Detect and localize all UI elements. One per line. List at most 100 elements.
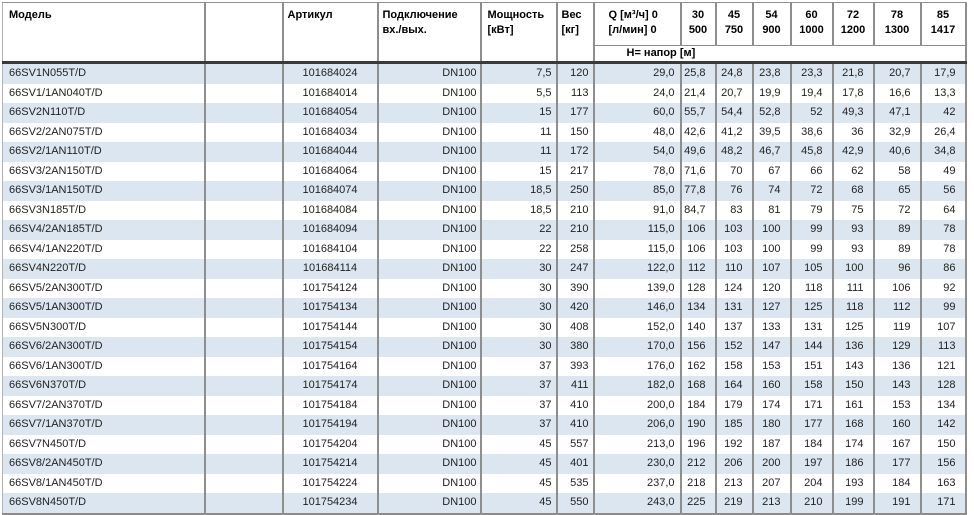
connection-cell: DN100 <box>377 337 482 357</box>
head-cell-4: 118 <box>832 298 875 318</box>
head-cell-4: 161 <box>832 395 875 415</box>
head-cell-2: 100 <box>752 239 792 259</box>
connection-label-line1: Подключение <box>382 9 458 21</box>
article-cell: 101754174 <box>282 376 379 396</box>
q0-cell: 139,0 <box>593 278 682 298</box>
head-cell-3: 99 <box>790 239 834 259</box>
head-cell-4: 100 <box>832 259 875 279</box>
model-cell: 66SV6/2AN300T/D <box>2 337 206 357</box>
head-cell-2: 39,5 <box>752 122 792 142</box>
model-cell: 66SV8N450T/D <box>2 493 206 514</box>
blank-cell <box>204 278 284 298</box>
connection-cell: DN100 <box>377 239 482 259</box>
power-cell: 45 <box>480 454 558 474</box>
head-cell-2: 160 <box>752 376 792 396</box>
head-cell-3: 45,8 <box>790 142 834 162</box>
connection-cell: DN100 <box>377 317 482 337</box>
head-cell-0: 49,6 <box>680 142 717 162</box>
table-row: 66SV8N450T/D 101754234 DN100 45 550 243,0 225 2… <box>2 493 967 514</box>
head-cell-4: 75 <box>832 200 875 220</box>
head-cell-5: 89 <box>873 220 922 240</box>
head-cell-3: 52 <box>790 103 834 123</box>
head-cell-4: 36 <box>832 122 875 142</box>
power-cell: 30 <box>480 317 558 337</box>
blank-cell <box>204 161 284 181</box>
blank-cell <box>204 259 284 279</box>
model-cell: 66SV7/2AN370T/D <box>2 395 206 415</box>
head-cell-6: 121 <box>920 356 967 376</box>
q0-cell: 78,0 <box>593 161 682 181</box>
head-cell-4: 93 <box>832 239 875 259</box>
connection-cell: DN100 <box>377 356 482 376</box>
head-cell-4: 111 <box>832 278 875 298</box>
article-cell: 101684074 <box>282 181 379 201</box>
weight-cell: 113 <box>556 83 595 103</box>
weight-cell: 247 <box>556 259 595 279</box>
head-cell-3: 197 <box>790 454 834 474</box>
head-cell-5: 16,6 <box>873 83 922 103</box>
head-cell-3: 131 <box>790 317 834 337</box>
column-header-model-label: Модель <box>9 9 52 21</box>
head-cell-6: 99 <box>920 298 967 318</box>
table-row: 66SV2/2AN075T/D 101684034 DN100 11 150 48,0 42… <box>2 122 967 142</box>
flow-m3h-value: 78 <box>890 9 904 21</box>
blank-cell <box>204 62 284 84</box>
head-cell-4: 21,8 <box>832 62 875 84</box>
connection-cell: DN100 <box>377 493 482 514</box>
head-cell-0: 42,6 <box>680 122 717 142</box>
head-cell-1: 110 <box>715 259 754 279</box>
flow-lmin-value: 750 <box>724 24 744 36</box>
power-cell: 15 <box>480 161 558 181</box>
article-cell: 101754184 <box>282 395 379 415</box>
model-cell: 66SV2/1AN110T/D <box>2 142 206 162</box>
article-cell: 101684024 <box>282 62 379 84</box>
head-cell-1: 213 <box>715 473 754 493</box>
connection-cell: DN100 <box>377 62 482 84</box>
flow-column-header-6: 85 1417 <box>920 2 967 46</box>
weight-cell: 217 <box>556 161 595 181</box>
power-cell: 37 <box>480 395 558 415</box>
table-row: 66SV8/1AN450T/D 101754224 DN100 45 535 237,0 2… <box>2 473 967 493</box>
model-cell: 66SV7N450T/D <box>2 434 206 454</box>
table-row: 66SV7N450T/D 101754204 DN100 45 557 213,0 196 1… <box>2 434 967 454</box>
q0-cell: 200,0 <box>593 395 682 415</box>
q0-cell: 91,0 <box>593 200 682 220</box>
model-cell: 66SV3N185T/D <box>2 200 206 220</box>
head-cell-4: 199 <box>832 493 875 514</box>
q0-cell: 230,0 <box>593 454 682 474</box>
connection-cell: DN100 <box>377 434 482 454</box>
connection-cell: DN100 <box>377 200 482 220</box>
head-cell-5: 136 <box>873 356 922 376</box>
blank-cell <box>204 395 284 415</box>
head-cell-4: 193 <box>832 473 875 493</box>
q-label-line2: [л/мин] 0 <box>608 24 657 36</box>
q0-cell: 115,0 <box>593 239 682 259</box>
head-cell-3: 118 <box>790 278 834 298</box>
head-cell-0: 55,7 <box>680 103 717 123</box>
table-body: 66SV1N055T/D 101684024 DN100 7,5 120 29,0 25,8… <box>2 62 967 514</box>
flow-lmin-value: 900 <box>762 24 781 36</box>
blank-cell <box>204 103 284 123</box>
head-cell-2: 100 <box>752 220 792 240</box>
head-cell-6: 26,4 <box>920 122 967 142</box>
head-cell-2: 133 <box>752 317 792 337</box>
article-cell: 101684054 <box>282 103 379 123</box>
head-cell-5: 106 <box>873 278 922 298</box>
column-header-weight: Вес [кг] <box>556 2 595 64</box>
head-cell-5: 47,1 <box>873 103 922 123</box>
head-cell-1: 185 <box>715 415 754 435</box>
head-cell-2: 46,7 <box>752 142 792 162</box>
head-cell-1: 124 <box>715 278 754 298</box>
head-cell-0: 212 <box>680 454 717 474</box>
head-cell-2: 207 <box>752 473 792 493</box>
q0-cell: 206,0 <box>593 415 682 435</box>
article-cell: 101684104 <box>282 239 379 259</box>
connection-cell: DN100 <box>377 278 482 298</box>
table-row: 66SV6N370T/D 101754174 DN100 37 411 182,0 168 1… <box>2 376 967 396</box>
head-cell-1: 41,2 <box>715 122 754 142</box>
table-row: 66SV4N220T/D 101684114 DN100 30 247 122,0 112 1… <box>2 259 967 279</box>
q0-cell: 213,0 <box>593 434 682 454</box>
blank-cell <box>204 434 284 454</box>
blank-cell <box>204 200 284 220</box>
